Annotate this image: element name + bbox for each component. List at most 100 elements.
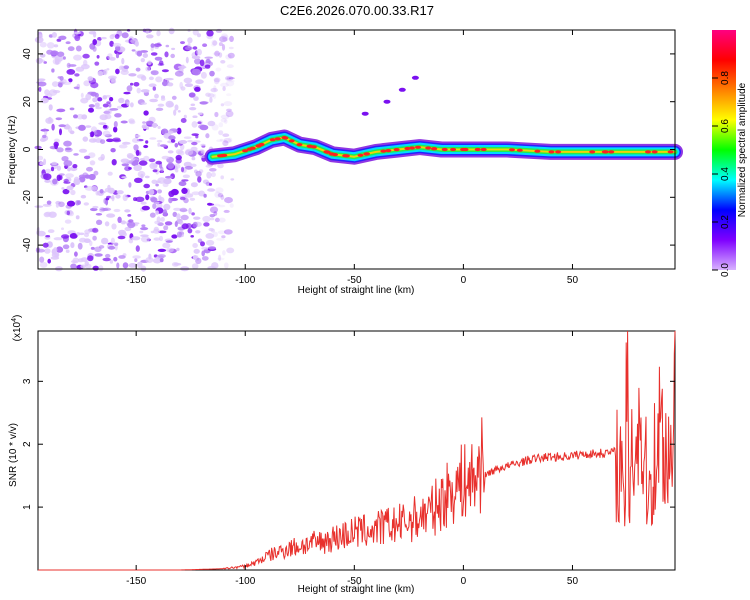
noise-speckle [179,207,188,213]
noise-speckle [142,53,148,58]
noise-speckle [40,97,49,104]
noise-speckle [214,111,219,118]
noise-speckle [192,115,198,118]
noise-speckle [122,194,128,202]
noise-speckle [153,237,161,241]
noise-speckle [80,92,84,98]
noise-speckle [150,230,155,234]
noise-speckle [217,257,225,261]
noise-speckle [221,35,229,38]
noise-speckle [81,114,88,120]
noise-speckle [115,68,120,75]
noise-speckle [160,97,166,101]
top-x-tick-label: 50 [567,275,579,286]
noise-speckle [58,201,65,208]
noise-speckle [185,223,192,229]
noise-speckle [195,257,202,265]
chart-title: C2E6.2026.070.00.33.R17 [280,3,434,18]
noise-speckle [99,189,104,194]
noise-speckle [207,188,216,192]
noise-speckle [202,215,211,223]
noise-speckle [157,142,161,147]
bottom-x-tick-label: 50 [567,576,579,587]
noise-speckle [127,221,136,229]
noise-speckle [92,31,97,38]
noise-speckle [164,51,169,58]
noise-speckle [53,237,63,241]
noise-speckle [152,122,158,128]
noise-speckle [97,156,105,161]
noise-speckle [193,96,199,101]
noise-speckle [164,221,173,226]
colorbar-tick-label: 0.4 [720,167,731,181]
noise-speckle [213,77,221,83]
bottom-x-tick-label: 0 [461,576,467,587]
bottom-x-tick-label: -150 [126,576,146,587]
noise-speckle [217,193,224,198]
noise-speckle [52,58,61,65]
chirp-blob [361,111,369,116]
noise-speckle [61,234,70,239]
noise-speckle [120,69,129,75]
noise-speckle [47,258,51,264]
noise-speckle [61,156,69,162]
noise-speckle [103,69,108,76]
noise-speckle [102,207,112,211]
noise-speckle [118,255,126,259]
noise-speckle [92,235,97,241]
noise-speckle [133,144,139,151]
noise-speckle [120,158,130,164]
top-y-tick-label: -20 [22,190,33,205]
noise-speckle [220,60,226,64]
noise-speckle [136,50,143,57]
noise-speckle [73,178,81,185]
noise-speckle [157,254,166,258]
ridge-hotspot [249,146,256,150]
noise-speckle [150,43,155,48]
noise-speckle [103,124,108,129]
noise-speckle [39,161,45,166]
ridge-hotspot [450,147,457,152]
noise-speckle [153,43,162,47]
noise-speckle [175,154,182,161]
noise-speckle [124,226,132,232]
noise-speckle [58,35,67,40]
noise-speckle [61,187,65,190]
ridge-hotspot [409,146,415,150]
noise-speckle [116,262,120,269]
noise-speckle [160,166,164,173]
noise-speckle [211,188,215,192]
noise-speckle [224,119,228,124]
noise-speckle [206,171,212,179]
colorbar-tick-label: 0.6 [720,119,731,133]
noise-speckle [148,188,155,196]
noise-speckle [128,182,132,188]
noise-speckle [62,244,70,250]
snr-frame [37,330,676,571]
noise-speckle [110,237,115,245]
noise-speckle [131,236,141,241]
noise-speckle [183,136,192,139]
noise-speckle [165,100,174,108]
noise-speckle [208,227,214,232]
noise-speckle [132,255,141,259]
noise-speckle [130,82,134,86]
noise-speckle [161,155,170,160]
noise-speckle [225,54,232,60]
noise-speckle [214,217,220,223]
noise-speckle [69,107,75,111]
noise-speckle [107,171,113,176]
noise-speckle [207,203,215,206]
noise-speckle [191,121,198,128]
noise-speckle [123,91,131,95]
ridge-hotspot [431,147,438,151]
noise-speckle [73,54,82,61]
noise-speckle [63,160,73,167]
noise-speckle [143,144,149,149]
noise-speckle [200,71,207,79]
noise-speckle [210,217,215,221]
noise-speckle [214,78,220,85]
noise-speckle [128,73,137,77]
noise-speckle [210,87,218,93]
noise-speckle [118,144,128,149]
